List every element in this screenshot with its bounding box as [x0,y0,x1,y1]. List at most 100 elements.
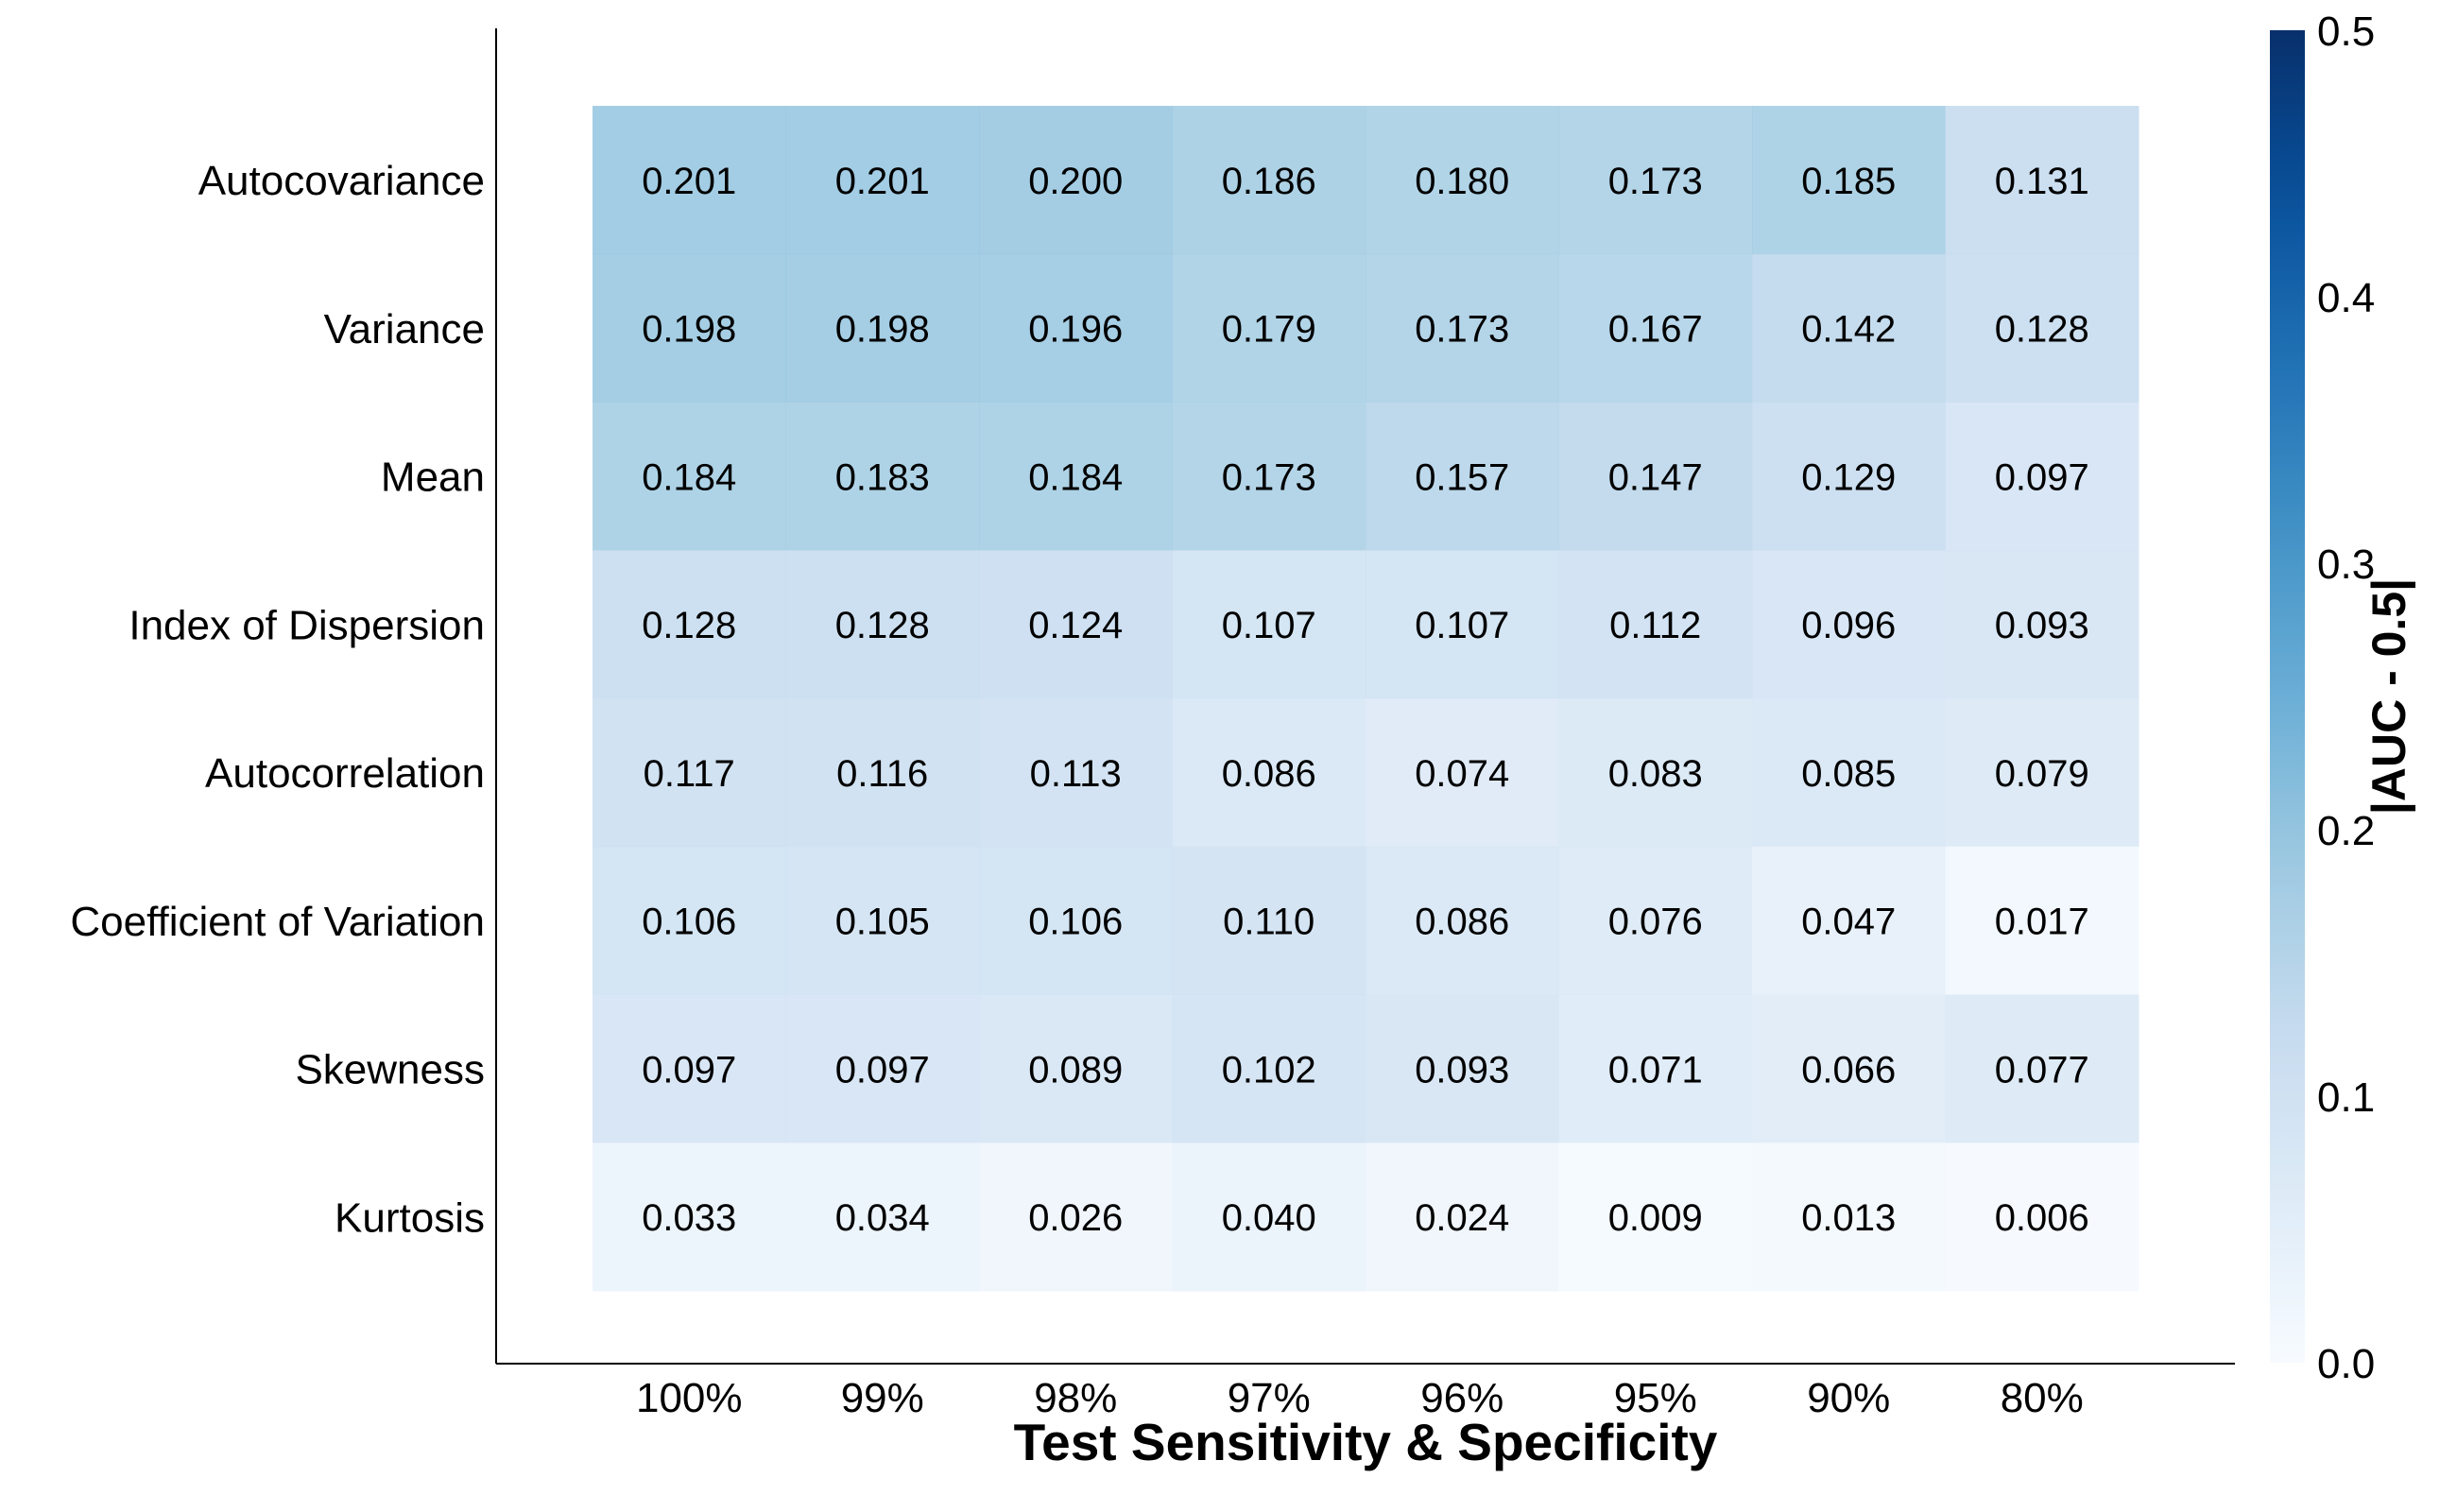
heatmap-cell [1752,1143,1946,1292]
heatmap-cell [1366,994,1559,1143]
cell-value-label: 0.179 [1222,309,1316,351]
row-label: Autocovariance [198,158,485,204]
cell-value-label: 0.034 [835,1197,930,1239]
heatmap-cell [1172,1143,1366,1292]
heatmap-cell [1752,698,1946,848]
cell-value-label: 0.128 [642,605,736,646]
cell-value-label: 0.093 [1995,605,2089,646]
cell-value-label: 0.110 [1223,902,1314,943]
row-label: Skewness [295,1047,485,1093]
cell-value-label: 0.083 [1608,753,1703,795]
heatmap-cell [785,106,980,255]
heatmap-cell [593,253,786,403]
cell-value-label: 0.113 [1030,753,1122,795]
heatmap-cell [1945,1143,2139,1292]
heatmap-cell [1945,698,2139,848]
heatmap-cell [1558,106,1753,255]
cell-value-label: 0.112 [1609,605,1701,646]
heatmap-cell [1172,106,1366,255]
heatmap-cell [593,106,786,255]
heatmap-cell [1945,253,2139,403]
heatmap-cell [1558,1143,1753,1292]
cell-value-label: 0.085 [1801,753,1896,795]
heatmap-cell [1172,846,1366,995]
column-label: 100% [636,1375,743,1421]
cell-value-label: 0.105 [835,902,930,943]
colorbar-tick-label: 0.2 [2317,808,2375,854]
cell-value-label: 0.097 [835,1049,930,1091]
heatmap-cell [1172,550,1366,699]
cell-value-label: 0.157 [1415,456,1509,498]
cell-value-label: 0.076 [1608,902,1703,943]
heatmap-cell [1945,550,2139,699]
cell-value-label: 0.074 [1415,753,1509,795]
colorbar-gradient [2270,30,2305,1363]
column-label: 96% [1420,1375,1503,1421]
row-label: Variance [324,306,485,352]
cell-value-label: 0.079 [1995,753,2089,795]
heatmap-cell [785,550,980,699]
cell-value-label: 0.124 [1028,605,1123,646]
cell-value-label: 0.013 [1801,1197,1896,1239]
cell-value-label: 0.096 [1801,605,1896,646]
cell-value-label: 0.086 [1222,753,1316,795]
heatmap-cell [785,846,980,995]
cell-value-label: 0.184 [1028,456,1123,498]
heatmap-cell [593,994,786,1143]
cell-value-label: 0.131 [1995,161,2089,202]
colorbar-title: |AUC - 0.5| [2362,578,2416,815]
heatmap-cell [979,994,1173,1143]
row-label: Autocorrelation [205,750,485,797]
cell-value-label: 0.006 [1995,1197,2089,1239]
cell-value-label: 0.184 [642,456,736,498]
heatmap-cell [785,698,980,848]
cell-value-label: 0.077 [1995,1049,2089,1091]
cell-value-label: 0.107 [1222,605,1316,646]
heatmap-cell [785,994,980,1143]
cell-value-label: 0.106 [1028,902,1123,943]
colorbar-tick-label: 0.0 [2317,1341,2375,1387]
heatmap-cell [1558,402,1753,551]
column-label: 95% [1614,1375,1697,1421]
colorbar-tick-label: 0.3 [2317,541,2375,588]
cell-value-label: 0.201 [642,161,736,202]
cell-value-label: 0.129 [1801,456,1896,498]
heatmap-cell [1752,550,1946,699]
cell-value-label: 0.173 [1222,456,1316,498]
cell-value-label: 0.173 [1608,161,1703,202]
heatmap-cells [593,106,2139,1292]
heatmap-cell [593,550,786,699]
cell-value-labels: 0.201 0.201 0.200 0.186 0.180 0.173 0.185 0.131… [642,161,2089,1239]
heatmap-cell [1172,994,1366,1143]
column-labels: 100% 99% 98% 97% 96% 95% 90% 80% [636,1375,2084,1421]
heatmap-cell [1752,846,1946,995]
heatmap-cell [593,846,786,995]
cell-value-label: 0.093 [1415,1049,1509,1091]
heatmap-cell [979,106,1173,255]
heatmap-cell [1558,698,1753,848]
cell-value-label: 0.116 [836,753,928,795]
colorbar-tick-label: 0.4 [2317,275,2375,321]
heatmap-cell [979,253,1173,403]
heatmap-cell [979,550,1173,699]
cell-value-label: 0.128 [835,605,930,646]
cell-value-label: 0.047 [1801,902,1896,943]
cell-value-label: 0.128 [1995,309,2089,351]
colorbar-tick-label: 0.1 [2317,1074,2375,1121]
cell-value-label: 0.117 [644,753,735,795]
cell-value-label: 0.102 [1222,1049,1316,1091]
heatmap-cell [593,698,786,848]
heatmap-cell [1945,994,2139,1143]
heatmap-cell [785,1143,980,1292]
cell-value-label: 0.147 [1608,456,1703,498]
heatmap-cell [785,253,980,403]
row-label: Coefficient of Variation [70,899,485,945]
row-labels: Autocovariance Variance Mean Index of Dispe… [70,158,485,1241]
cell-value-label: 0.198 [642,309,736,351]
cell-value-label: 0.185 [1801,161,1896,202]
heatmap-cell [1366,253,1559,403]
cell-value-label: 0.106 [642,902,736,943]
heatmap-cell [1366,1143,1559,1292]
